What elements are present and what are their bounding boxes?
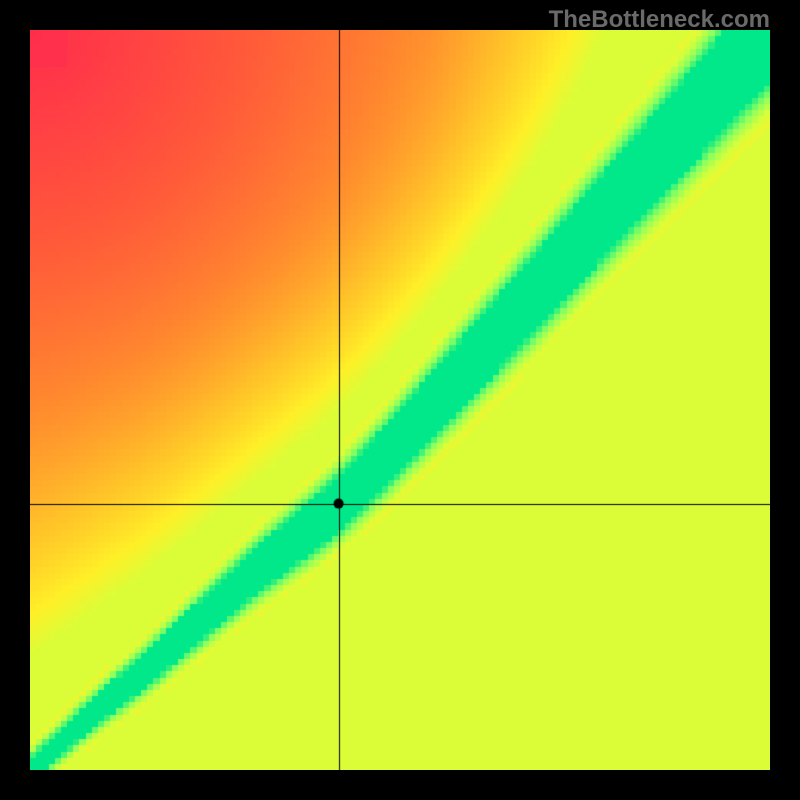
- chart-container: TheBottleneck.com: [0, 0, 800, 800]
- watermark-text: TheBottleneck.com: [549, 6, 770, 34]
- bottleneck-heatmap: [30, 30, 770, 770]
